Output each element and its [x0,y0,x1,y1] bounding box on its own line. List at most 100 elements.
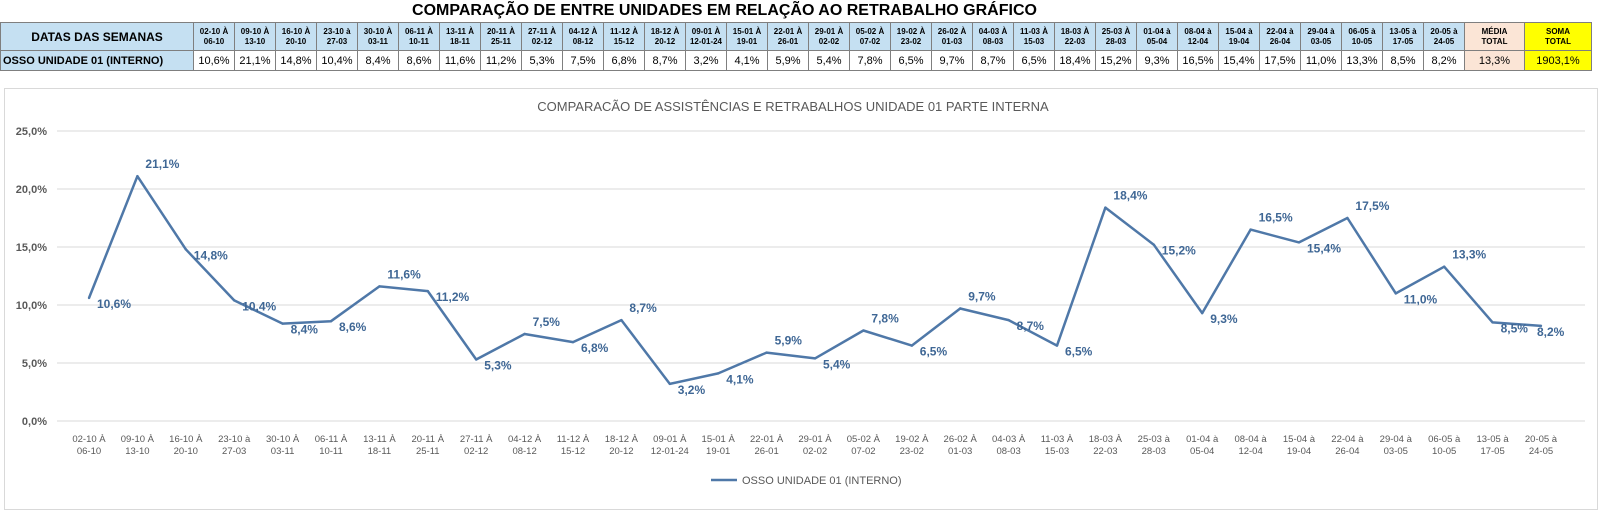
y-tick-label: 10,0% [16,300,47,312]
x-tick-label-line1: 18-12 À [605,434,639,445]
x-tick-label-line1: 16-10 À [169,434,203,445]
week-header-cell: 09-10 À 13-10 [234,22,276,51]
week-header-cell: 06-11 À 10-11 [398,22,440,51]
data-point [1249,228,1252,231]
x-tick-label-line1: 22-01 À [750,434,784,445]
series-line [87,174,1542,386]
x-tick-label-line2: 03-05 [1384,446,1408,457]
data-point [136,175,139,178]
week-header-cell: 16-10 À 20-10 [275,22,317,51]
week-value-cell: 18,4% [1054,50,1096,71]
week-header-cell: 01-04 à 05-04 [1136,22,1178,51]
x-tick-label-line1: 29-04 à [1380,434,1413,445]
data-point [1346,216,1349,220]
data-point [1394,292,1398,295]
x-tick-label-line2: 12-04 [1238,446,1262,457]
media-total-value: 13,3% [1464,50,1525,71]
week-header-cell: 15-01 À 19-01 [726,22,768,51]
x-tick-label-line1: 11-03 À [1041,434,1074,445]
x-tick-label-line1: 15-04 à [1283,434,1316,445]
y-tick-label: 5,0% [22,358,47,370]
x-tick-label-line2: 10-05 [1432,446,1456,457]
x-tick-label-line1: 13-11 À [363,434,396,445]
table-values-row: OSSO UNIDADE 01 (INTERNO) 10,6% 21,1% 14,8%… [0,50,1592,71]
x-tick-label-line1: 02-10 À [72,434,106,445]
x-tick-label-line1: 04-12 À [508,434,542,445]
x-tick-label-line1: 30-10 À [266,434,300,445]
data-label: 6,5% [1065,345,1093,359]
data-point [717,372,720,375]
x-tick-label-line2: 15-12 [561,446,585,457]
week-header-cell: 04-03 À 08-03 [972,22,1014,51]
week-value-cell: 15,4% [1218,50,1260,71]
x-tick-label-line2: 06-10 [77,446,101,457]
x-tick-label-line2: 20-10 [174,446,198,457]
week-header-cell: 23-10 à 27-03 [316,22,358,51]
data-point [1297,241,1301,244]
week-header-cell: 08-04 à 12-04 [1177,22,1219,51]
data-point [378,285,381,288]
week-value-cell: 9,3% [1136,50,1178,71]
week-value-cell: 11,6% [439,50,481,71]
chart-title: COMPARACÃO DE ASSISTÊNCIAS E RETRABALHOS… [537,99,1049,114]
data-label: 4,1% [726,372,754,386]
data-label: 5,3% [484,359,512,373]
week-value-cell: 8,7% [644,50,686,71]
week-header-cell: 18-12 À 20-12 [644,22,686,51]
week-header-cell: 15-04 à 19-04 [1218,22,1260,51]
data-label: 16,5% [1259,211,1293,225]
x-tick-label-line2: 15-03 [1045,446,1069,457]
week-value-cell: 10,6% [193,50,235,71]
x-tick-label-line2: 26-04 [1335,446,1359,457]
week-value-cell: 15,2% [1095,50,1137,71]
data-point [813,357,817,360]
week-header-cell: 06-05 à 10-05 [1341,22,1383,51]
page-title: COMPARAÇÃO DE ENTRE UNIDADES EM RELAÇÃO … [412,2,1037,19]
week-header-cell: 22-04 à 26-04 [1259,22,1301,51]
week-header-cell: 27-11 À 02-12 [521,22,563,51]
x-tick-label-line1: 25-03 à [1138,434,1171,445]
x-tick-label-line2: 23-02 [900,446,924,457]
week-value-cell: 21,1% [234,50,276,71]
media-total-header: MÉDIA TOTAL [1464,22,1525,51]
x-tick-label-line2: 24-05 [1529,446,1553,457]
week-header-cell: 09-01 À 12-01-24 [685,22,727,51]
week-header-cell: 13-05 à 17-05 [1382,22,1424,51]
x-tick-label-line1: 22-04 à [1331,434,1364,445]
week-header-cell: 20-05 à 24-05 [1423,22,1465,51]
data-point [1201,311,1204,315]
x-tick-label-line2: 08-03 [996,446,1020,457]
week-value-cell: 13,3% [1341,50,1383,71]
data-label: 18,4% [1113,189,1147,203]
x-tick-label-line2: 25-11 [416,446,440,457]
x-tick-label-line2: 17-05 [1480,446,1504,457]
x-tick-label-line1: 11-12 À [557,434,590,445]
y-tick-label: 15,0% [16,242,47,254]
data-label: 8,6% [339,320,367,334]
data-label: 5,4% [823,357,851,371]
week-value-cell: 6,5% [890,50,932,71]
x-tick-label-line2: 27-03 [222,446,246,457]
x-tick-label-line2: 02-12 [464,446,488,457]
data-point [1104,206,1107,209]
data-point [620,318,623,322]
data-point [1152,243,1156,246]
data-point [329,320,333,323]
weekly-rework-table: DATAS DAS SEMANAS 02-10 À 06-10 09-10 À 13-1… [0,22,1592,71]
x-tick-label-line2: 18-11 [368,446,392,457]
data-label: 14,8% [194,248,228,262]
week-value-cell: 3,2% [685,50,727,71]
week-header-cell: 30-10 À 03-11 [357,22,399,51]
week-value-cell: 5,4% [808,50,850,71]
data-label: 6,5% [920,345,948,359]
data-point [571,340,575,344]
data-point [765,351,768,354]
week-value-cell: 6,8% [603,50,645,71]
data-point [1443,265,1446,268]
week-header-cell: 22-01 À 26-01 [767,22,809,51]
week-value-cell: 11,2% [480,50,522,71]
data-label: 11,2% [436,290,470,304]
week-value-cell: 8,5% [1382,50,1424,71]
week-value-cell: 11,0% [1300,50,1342,71]
x-tick-label-line2: 10-11 [319,446,343,457]
